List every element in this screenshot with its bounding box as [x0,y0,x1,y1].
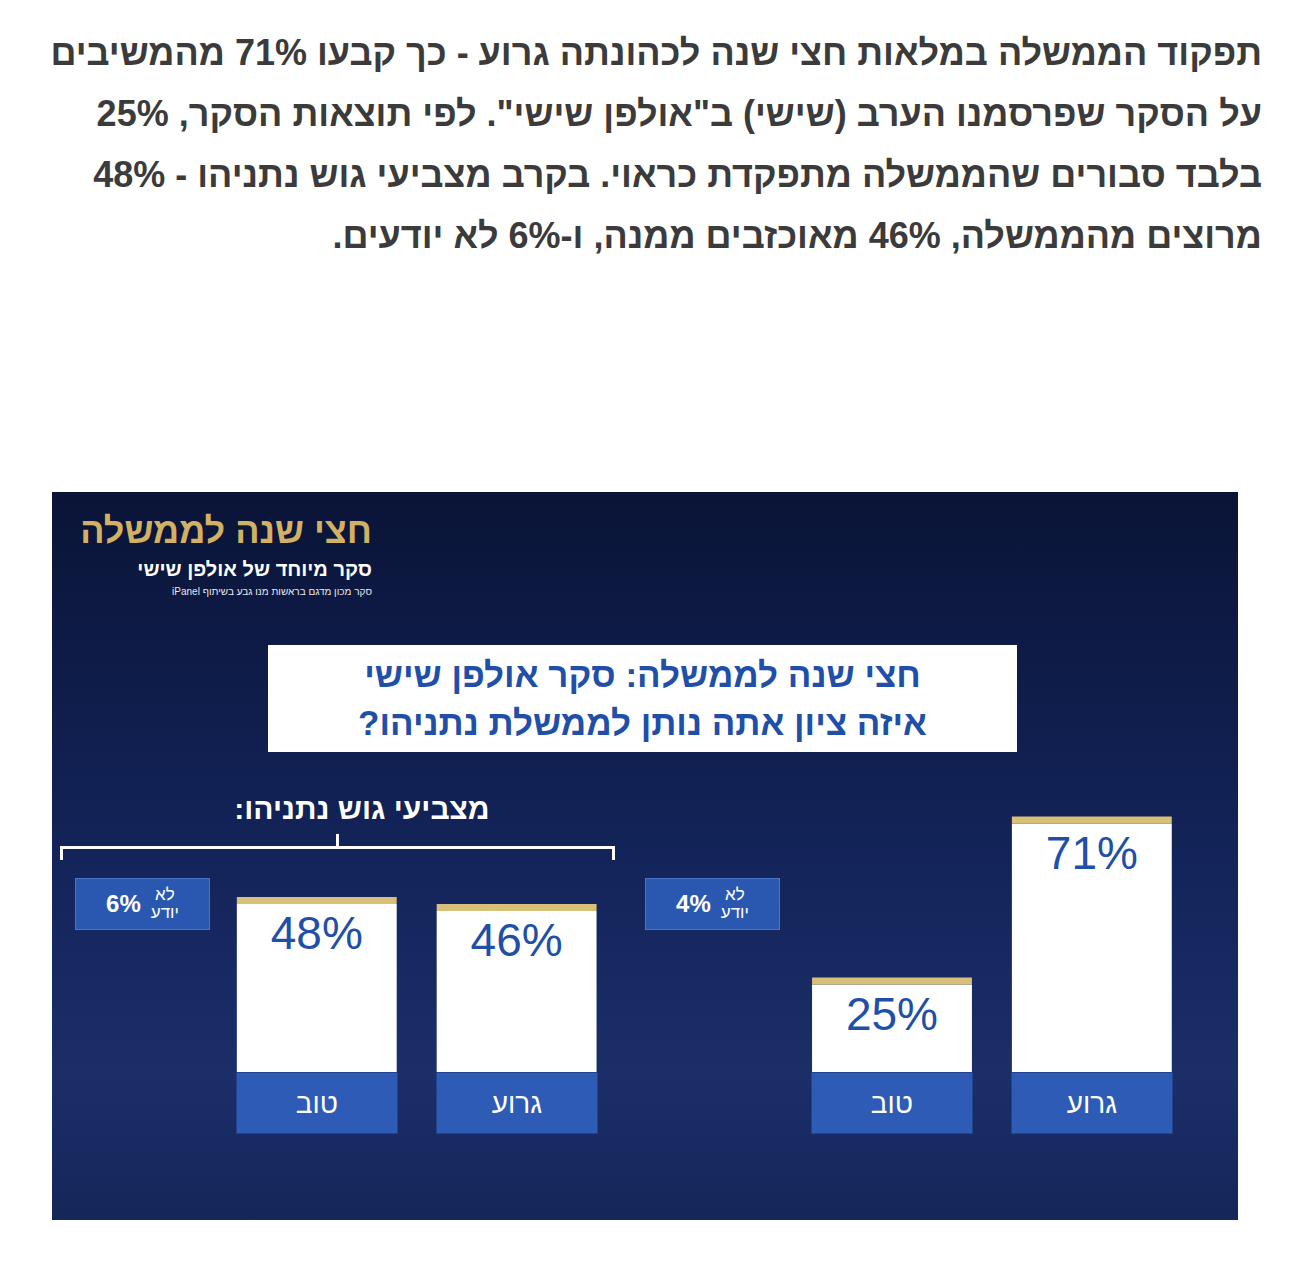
html-text:תפקוד הממשלה במלאות חצי שנה לכ: תפקוד הממשלה במלאות חצי שנה לכהונתה גרוע… [50,32,1262,256]
html-text:חצי שנה לממשלה: סקר אולפן שישי: חצי שנה לממשלה: סקר אולפן שישי [364,655,921,694]
svg-text:טוב: טוב [871,1088,913,1119]
html-text:מצביעי גוש נתניהו:: מצביעי גוש נתניהו: [234,792,490,825]
svg-text:71%: 71% [1046,827,1138,879]
html-text:יודע: יודע [150,903,179,922]
html-text:יודע: יודע [720,903,749,922]
html-text:סקר מכון מדגם בראשות מנו גבע ב: סקר מכון מדגם בראשות מנו גבע בשיתוף iPan… [172,586,372,597]
svg-text:גרוע: גרוע [492,1088,543,1119]
svg-text:46%: 46% [471,914,563,966]
svg-text:48%: 48% [271,907,363,959]
html-text:4%: 4% [676,890,711,917]
html-text:לא: לא [725,885,745,904]
svg-text:25%: 25% [846,988,938,1040]
html-text:סקר מיוחד של אולפן שישי: סקר מיוחד של אולפן שישי [137,558,372,580]
html-text:לא: לא [155,885,175,904]
html-text:6%: 6% [106,890,141,917]
svg-text:גרוע: גרוע [1067,1088,1118,1119]
html-text:חצי שנה לממשלה: חצי שנה לממשלה [80,510,372,551]
svg-text:טוב: טוב [296,1088,338,1119]
html-text:איזה ציון אתה נותן לממשלת נתני: איזה ציון אתה נותן לממשלת נתניהו? [358,703,927,742]
